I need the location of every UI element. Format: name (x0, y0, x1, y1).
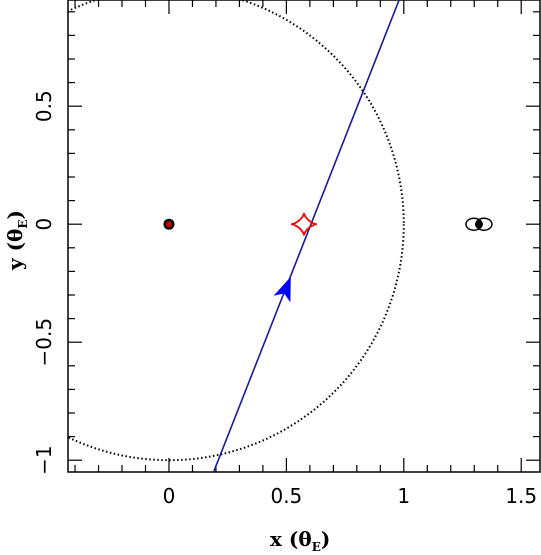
y-tick-label: −1 (32, 445, 56, 474)
lens-left-inner (165, 221, 172, 228)
lens-right-core (474, 220, 483, 229)
axis-tick-labels: 0 0.5 1 1.5 −1 −0.5 0 0.5 (32, 90, 537, 508)
marker-layer (163, 212, 493, 236)
einstein-ring-layer (68, 0, 405, 462)
einstein-ring (68, 0, 405, 462)
caustic (291, 212, 317, 236)
x-tick-label: 1 (397, 484, 410, 508)
y-tick-label: 0 (32, 218, 56, 231)
y-tick-label: −0.5 (32, 318, 56, 367)
x-tick-label: 1.5 (505, 484, 537, 508)
y-tick-label: 0.5 (32, 90, 56, 122)
x-tick-label: 0 (163, 484, 176, 508)
plot-frame (67, 0, 541, 473)
x-axis-label: x (θE) (270, 527, 330, 554)
trajectory-arrow (273, 276, 291, 303)
y-axis-label: y (θE) (3, 210, 30, 271)
x-tick-label: 0.5 (270, 484, 302, 508)
source-trajectory (212, 0, 400, 472)
axis-ticks (68, 0, 540, 472)
trajectory-layer (212, 0, 400, 472)
